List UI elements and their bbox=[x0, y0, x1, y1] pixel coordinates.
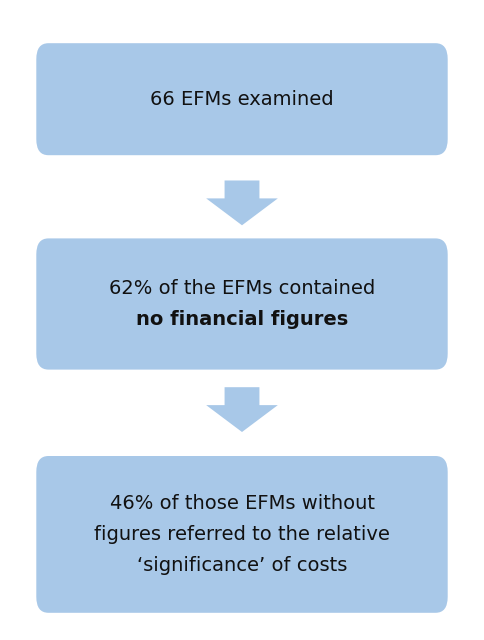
Text: 46% of those EFMs without: 46% of those EFMs without bbox=[109, 494, 375, 513]
Text: no financial figures: no financial figures bbox=[136, 310, 348, 329]
FancyBboxPatch shape bbox=[36, 44, 448, 156]
Text: ‘significance’ of costs: ‘significance’ of costs bbox=[137, 556, 347, 575]
Text: figures referred to the relative: figures referred to the relative bbox=[94, 525, 390, 544]
Text: 62% of the EFMs contained: 62% of the EFMs contained bbox=[109, 279, 375, 298]
Polygon shape bbox=[206, 387, 278, 432]
Polygon shape bbox=[206, 180, 278, 225]
FancyBboxPatch shape bbox=[36, 239, 448, 370]
Text: 66 EFMs examined: 66 EFMs examined bbox=[150, 90, 334, 109]
FancyBboxPatch shape bbox=[36, 456, 448, 613]
